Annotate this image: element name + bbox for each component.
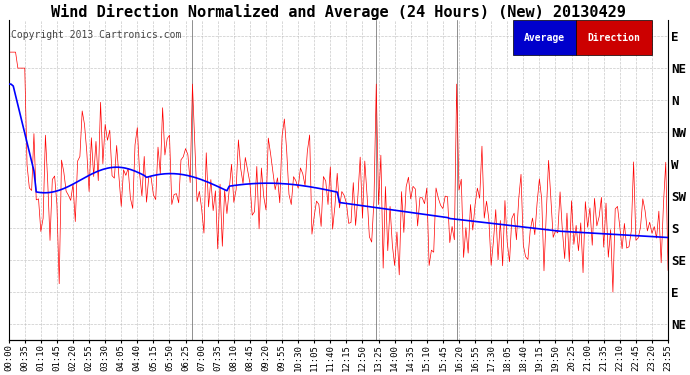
- FancyBboxPatch shape: [513, 20, 575, 56]
- Text: Average: Average: [524, 33, 565, 43]
- Title: Wind Direction Normalized and Average (24 Hours) (New) 20130429: Wind Direction Normalized and Average (2…: [51, 4, 626, 20]
- Text: Copyright 2013 Cartronics.com: Copyright 2013 Cartronics.com: [10, 30, 181, 40]
- FancyBboxPatch shape: [575, 20, 651, 56]
- Text: Direction: Direction: [587, 33, 640, 43]
